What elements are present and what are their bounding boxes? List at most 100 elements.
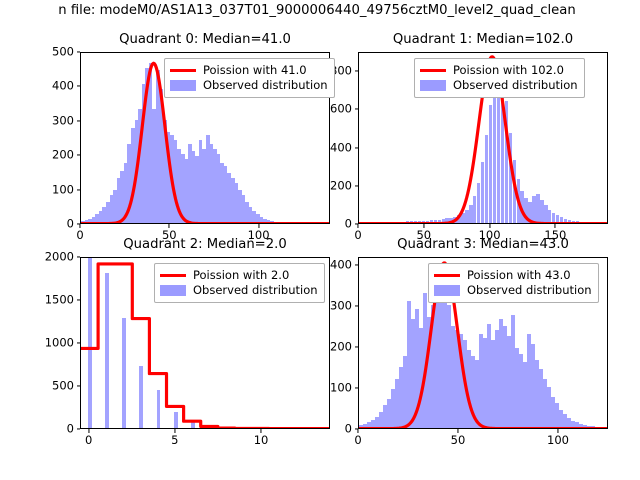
histogram-bar [439,268,443,428]
subplot-quadrant-0: Quadrant 0: Median=41.0 0 100 200 300 400 500… [52,32,335,241]
patch-swatch-icon [434,285,460,296]
histogram-bar [459,333,463,428]
y-tick-mark [354,70,358,72]
y-tick-mark [76,256,80,258]
x-tick-mark [79,224,81,228]
histogram-bar [227,173,231,223]
histogram-bar [263,218,267,223]
histogram-bar [508,133,513,223]
histogram-bar [535,360,539,428]
legend-entry-observed: Observed distribution [160,283,318,298]
histogram-bar [484,135,489,223]
y-tick-mark [76,223,80,225]
x-tick-mark [260,429,262,433]
histogram-bar [220,162,224,223]
histogram-bar [120,171,124,223]
figure-suptitle-text: n file: modeM0/AS1A13_037T01_9000006440_… [58,3,576,18]
y-tick-label: 0 [66,421,74,436]
histogram-bar [567,219,572,223]
histogram-bar [575,422,579,428]
x-tick-label: 50 [416,228,432,242]
histogram-bar [109,195,114,223]
poisson-line [359,261,607,428]
histogram-bar [145,68,149,223]
x-tick-label: 0 [84,433,93,447]
x-tick-label: 100 [247,228,270,242]
x-tick-label: 0 [354,228,362,242]
y-tick-mark [76,385,80,387]
histogram-bar [559,217,564,223]
y-tick-mark [354,428,358,430]
histogram-bar [531,344,535,428]
legend-entry-observed: Observed distribution [420,78,578,93]
histogram-bar [461,213,465,223]
line-swatch-icon [160,273,186,278]
histogram-bar [425,220,430,223]
histogram-bar [433,219,438,223]
y-tick-label: 400 [330,257,352,272]
histogram-bar [475,360,479,428]
histogram-bar [127,143,131,223]
histogram-bar [248,206,253,223]
histogram-bar [131,128,135,223]
y-tick-mark [76,342,80,344]
y-tick-label: 400 [52,78,74,93]
histogram-bar [491,339,495,428]
line-swatch-icon [170,68,196,73]
x-tick-mark [168,224,170,228]
histogram-bar [563,413,567,428]
histogram-bar [528,201,532,223]
histogram-bar [116,178,121,223]
histogram-bar [536,194,540,223]
histogram-bar [379,411,383,428]
y-tick-label: 0 [344,216,352,231]
y-tick-mark [354,305,358,307]
x-tick-label: 5 [171,433,179,447]
subplot-title-quadrant-0: Quadrant 0: Median=41.0 [119,32,291,47]
histogram-bar [95,214,99,223]
histogram-bar [156,69,160,223]
histogram-bar [191,420,195,428]
subplot-quadrant-1: Quadrant 1: Median=102.0 0 200 400 600 800 0 5… [330,32,608,241]
y-tick-mark [354,387,358,389]
patch-swatch-icon [160,285,186,296]
y-tick-label: 0 [344,421,352,436]
histogram-bar [512,159,516,223]
x-tick-mark [457,429,459,433]
histogram-bar [504,100,509,223]
x-tick-mark [357,224,359,228]
histogram-bar [159,88,164,223]
y-tick-label: 100 [52,181,74,196]
y-tick-label: 500 [52,378,74,393]
histogram-bar [367,422,371,428]
x-tick-mark [557,429,559,433]
histogram-bar [173,411,178,428]
histogram-bar [415,309,419,428]
histogram-bar [223,166,228,223]
histogram-bar [431,305,435,428]
x-tick-label: 100 [547,433,569,447]
histogram-bar [427,317,431,428]
histogram-bar [363,423,367,428]
x-tick-label: 0 [354,433,362,447]
legend-label-observed: Observed distribution [453,78,578,92]
histogram-bar [206,135,210,223]
y-tick-label: 1000 [44,335,74,350]
y-tick-mark [76,154,80,156]
histogram-bar [91,216,96,223]
y-tick-label: 600 [330,101,352,116]
y-tick-mark [76,299,80,301]
histogram-bar [88,218,92,223]
histogram-bar [163,119,167,223]
histogram-bar [266,220,271,223]
subplot-quadrant-3: Quadrant 3: Median=43.0 0 100 200 300 400 0 50… [330,237,608,446]
subplot-title-quadrant-2: Quadrant 2: Median=2.0 [123,237,287,252]
histogram-bar [473,196,477,223]
y-tick-label: 100 [330,380,352,395]
histogram-bar [98,210,103,223]
histogram-bar [198,140,203,223]
histogram-bar [245,201,249,223]
histogram-bar [465,210,469,223]
histogram-bar [104,273,109,428]
histogram-bar [457,215,461,223]
